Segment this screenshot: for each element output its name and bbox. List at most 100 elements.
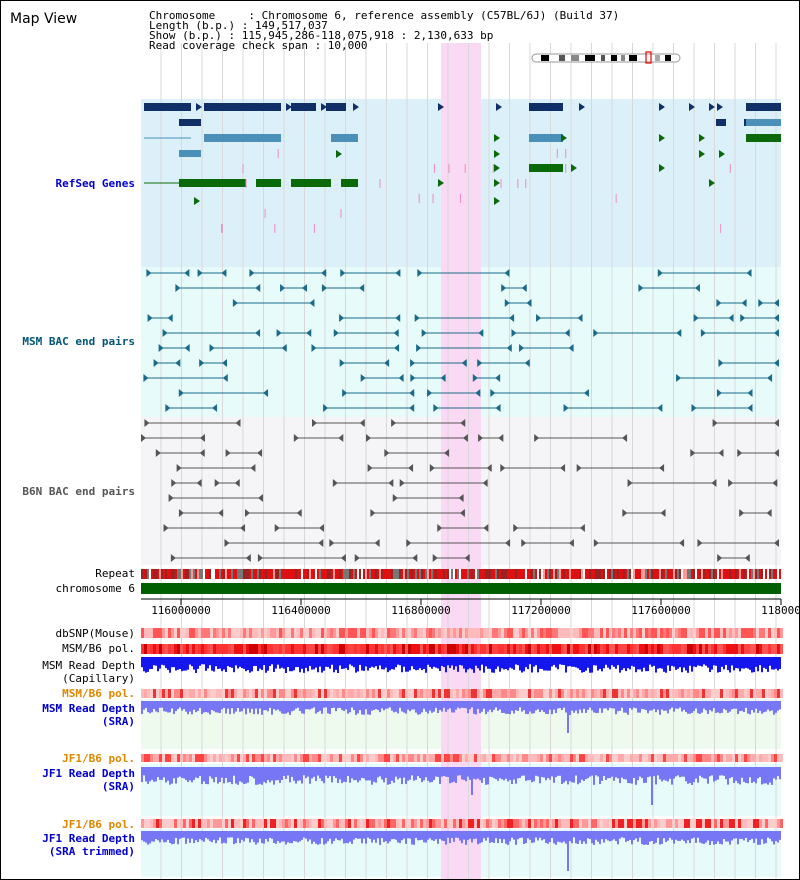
bac-end — [374, 539, 380, 547]
repeat-segment — [439, 569, 441, 579]
depth-bar — [737, 831, 739, 845]
depth-bar — [529, 767, 531, 780]
depth-bar — [243, 767, 245, 784]
heat-cell — [255, 644, 258, 654]
track-label-b6n-bac[interactable]: B6N BAC end pairs — [22, 485, 135, 498]
repeat-segment — [553, 569, 555, 579]
repeat-segment — [661, 569, 663, 579]
repeat-segment — [365, 569, 367, 579]
depth-bar — [693, 767, 695, 783]
heat-cell — [618, 689, 621, 698]
depth-bar — [753, 767, 755, 782]
heat-cell — [714, 644, 717, 654]
heat-cell — [579, 628, 582, 638]
heat-cell — [693, 689, 696, 698]
depth-bar — [519, 767, 521, 778]
heat-cell — [141, 644, 144, 654]
heat-cell — [288, 819, 291, 828]
bac-end — [416, 344, 422, 352]
heat-cell — [495, 628, 498, 638]
depth-bar — [385, 767, 387, 778]
bac-end — [257, 449, 263, 457]
depth-bar — [703, 701, 705, 709]
heat-cell — [489, 644, 492, 654]
depth-bar — [267, 657, 269, 671]
depth-bar — [297, 657, 299, 668]
heat-cell — [363, 644, 366, 654]
depth-bar — [769, 831, 771, 839]
depth-bar — [181, 831, 183, 838]
depth-bar — [143, 701, 145, 710]
heat-cell — [615, 644, 618, 654]
heat-cell — [438, 644, 441, 654]
heat-cell — [615, 754, 618, 762]
heat-cell — [723, 819, 726, 828]
depth-bar — [567, 701, 569, 733]
track-label-refseq[interactable]: RefSeq Genes — [55, 177, 135, 190]
depth-bar — [427, 831, 429, 840]
repeat-segment — [575, 569, 577, 579]
heat-cell — [480, 819, 483, 828]
heat-cell — [405, 689, 408, 698]
depth-bar — [185, 831, 187, 844]
bac-end — [774, 299, 779, 307]
repeat-segment — [765, 569, 767, 579]
heat-cell — [369, 628, 372, 638]
bac-end — [224, 539, 230, 547]
heat-cell — [567, 689, 570, 698]
depth-bar — [271, 657, 273, 665]
depth-bar — [503, 767, 505, 781]
repeat-segment — [623, 569, 625, 579]
depth-bar — [709, 701, 711, 711]
depth-bar — [671, 831, 673, 840]
depth-bar — [243, 657, 245, 669]
bac-end — [221, 269, 227, 277]
heat-cell — [732, 819, 735, 828]
depth-bar — [323, 657, 325, 671]
repeat-segment — [359, 569, 361, 579]
heat-cell — [171, 754, 174, 762]
depth-bar — [473, 657, 475, 673]
heat-cell — [204, 754, 207, 762]
depth-bar — [641, 767, 643, 779]
depth-bar — [691, 701, 693, 713]
gene-arrow — [494, 197, 500, 205]
heat-cell — [384, 754, 387, 762]
gene-arrow — [719, 150, 725, 158]
heat-cell — [429, 754, 432, 762]
repeat-segment — [417, 569, 419, 579]
bac-end — [280, 284, 286, 292]
depth-bar — [345, 701, 347, 710]
repeat-segment — [569, 569, 571, 579]
heat-cell — [255, 628, 258, 638]
heat-cell — [174, 819, 177, 828]
depth-bar — [537, 767, 539, 777]
heat-cell — [318, 644, 321, 654]
heat-cell — [450, 819, 453, 828]
depth-bar — [777, 701, 779, 711]
depth-bar — [645, 831, 647, 845]
heat-cell — [639, 628, 642, 638]
heat-cell — [354, 754, 357, 762]
depth-bar — [223, 657, 225, 670]
repeat-segment — [319, 569, 321, 579]
depth-bar — [779, 767, 781, 780]
bac-end — [409, 389, 415, 397]
depth-bar — [251, 701, 253, 709]
heat-cell — [276, 689, 279, 698]
heat-cell — [204, 628, 207, 638]
repeat-segment — [189, 569, 191, 579]
heat-cell — [579, 644, 582, 654]
heat-cell — [267, 754, 270, 762]
depth-bar — [315, 701, 317, 714]
depth-bar — [715, 831, 717, 845]
heat-cell — [276, 819, 279, 828]
depth-bar — [739, 701, 741, 712]
heat-cell — [540, 689, 543, 698]
heat-cell — [645, 628, 648, 638]
depth-bar — [591, 701, 593, 711]
track-label-msm-bac[interactable]: MSM BAC end pairs — [22, 335, 135, 348]
heat-cell — [222, 628, 225, 638]
depth-bar — [439, 701, 441, 711]
heat-cell — [309, 628, 312, 638]
